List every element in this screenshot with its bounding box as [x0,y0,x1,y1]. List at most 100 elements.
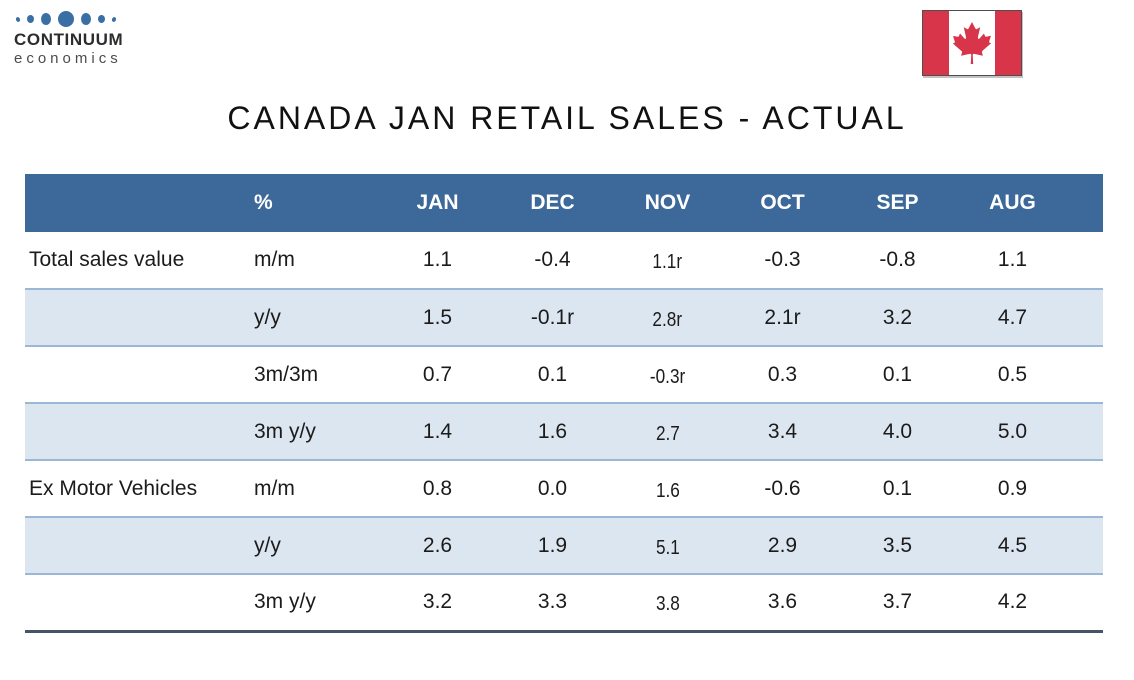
value-cell: 0.5 [955,346,1070,404]
value-cell: 1.1 [955,232,1070,290]
value-text: 2.1r [764,305,801,329]
value-cell: 4.2 [955,574,1070,633]
table-row: 3m y/y 1.4 1.6 2.7 3.4 4.0 5.0 [25,403,1103,461]
value-text: 3.7 [882,590,913,614]
value-cell: -0.3 [725,232,840,290]
continuum-logo: CONTINUUM economics [14,10,123,68]
value-cell: 0.7 [380,346,495,404]
value-text: 1.9 [537,533,568,557]
value-cell: 2.7 [610,403,725,461]
value-cell: -0.3r [610,346,725,404]
value-text: 1.1 [422,248,453,271]
value-text: -0.3 [764,248,801,271]
top-banner: CONTINUUM economics [0,0,1134,92]
value-text: 0.5 [997,362,1028,386]
value-text: 1.6 [655,479,680,502]
value-cell: 1.1 [380,232,495,290]
table-row: Total sales value m/m 1.1 -0.4 1.1r -0.3 -0.8 1… [25,232,1103,290]
value-cell: 1.1r [610,232,725,290]
value-text: 3.2 [882,305,913,329]
col-header-nov: NOV [610,174,725,232]
col-header-oct: OCT [725,174,840,232]
maple-leaf-icon [952,22,992,64]
row-label-cell: Total sales value [25,232,230,290]
retail-sales-table: % JAN DEC NOV OCT SEP AUG Total sales value m/m… [25,174,1103,633]
value-text: 0.1 [537,362,568,386]
value-cell: 4.7 [955,289,1070,347]
canada-flag-icon [922,10,1022,76]
col-header-sep: SEP [840,174,955,232]
value-cell: 3.4 [725,403,840,461]
value-text: 3.2 [422,590,453,614]
spacer-cell [1070,517,1103,575]
value-cell: 0.9 [955,460,1070,518]
value-text: -0.4 [534,248,571,271]
value-cell: 3.6 [725,574,840,633]
value-cell: 3.7 [840,574,955,633]
value-text: 3.8 [655,593,680,616]
value-text: 4.0 [882,419,913,443]
value-text: 0.1 [882,476,913,500]
measure-cell: m/m [230,232,380,290]
value-cell: -0.8 [840,232,955,290]
value-cell: 1.9 [495,517,610,575]
value-text: 2.9 [767,533,798,557]
page-title: CANADA JAN RETAIL SALES - ACTUAL [227,99,907,137]
value-text: -0.3r [649,365,686,388]
table-header-row: % JAN DEC NOV OCT SEP AUG [25,174,1103,232]
value-cell: 2.1r [725,289,840,347]
value-text: 5.0 [997,419,1028,443]
spacer-cell [1070,574,1103,633]
value-text: -0.6 [764,476,801,500]
row-label-cell [25,346,230,404]
col-header-dec: DEC [495,174,610,232]
row-label-cell: Ex Motor Vehicles [25,460,230,518]
value-cell: 0.3 [725,346,840,404]
table-row: 3m y/y 3.2 3.3 3.8 3.6 3.7 4.2 [25,574,1103,633]
row-label-cell [25,517,230,575]
value-cell: 0.1 [495,346,610,404]
value-text: 0.1 [882,362,913,386]
table-row: 3m/3m 0.7 0.1 -0.3r 0.3 0.1 0.5 [25,346,1103,404]
value-cell: 3.2 [380,574,495,633]
value-cell: -0.6 [725,460,840,518]
value-text: 2.7 [655,422,680,445]
value-cell: 0.0 [495,460,610,518]
value-cell: 3.8 [610,574,725,633]
flag-left-bar [923,11,950,75]
row-label-cell [25,289,230,347]
flag-center-panel [949,11,995,75]
measure-cell: y/y [230,517,380,575]
measure-cell: 3m/3m [230,346,380,404]
flag-right-bar [994,11,1021,75]
table-row: Ex Motor Vehicles m/m 0.8 0.0 1.6 -0.6 0.1 0.9 [25,460,1103,518]
value-cell: 2.8r [610,289,725,347]
value-cell: 0.1 [840,346,955,404]
logo-subtext: economics [14,49,122,67]
value-text: 1.1r [652,251,683,273]
spacer-cell [1070,174,1103,232]
value-text: -0.1r [530,305,575,329]
value-cell: -0.4 [495,232,610,290]
value-cell: 3.2 [840,289,955,347]
value-cell: 1.6 [610,460,725,518]
measure-cell: 3m y/y [230,574,380,633]
value-text: 1.5 [422,305,453,329]
value-text: 2.8r [652,308,683,331]
value-cell: 1.5 [380,289,495,347]
value-cell: 3.3 [495,574,610,633]
value-text: 3.6 [767,590,798,614]
value-text: 1.6 [537,419,568,443]
measure-cell: 3m y/y [230,403,380,461]
measure-cell: y/y [230,289,380,347]
logo-dots-icon [15,10,123,28]
row-label-header [25,174,230,232]
row-label-cell [25,574,230,633]
value-text: -0.8 [879,248,916,271]
row-label-cell [25,403,230,461]
value-text: 1.4 [422,419,453,443]
value-text: 0.7 [422,362,453,386]
spacer-cell [1070,403,1103,461]
value-text: 0.8 [422,476,453,500]
table-row: y/y 1.5 -0.1r 2.8r 2.1r 3.2 4.7 [25,289,1103,347]
